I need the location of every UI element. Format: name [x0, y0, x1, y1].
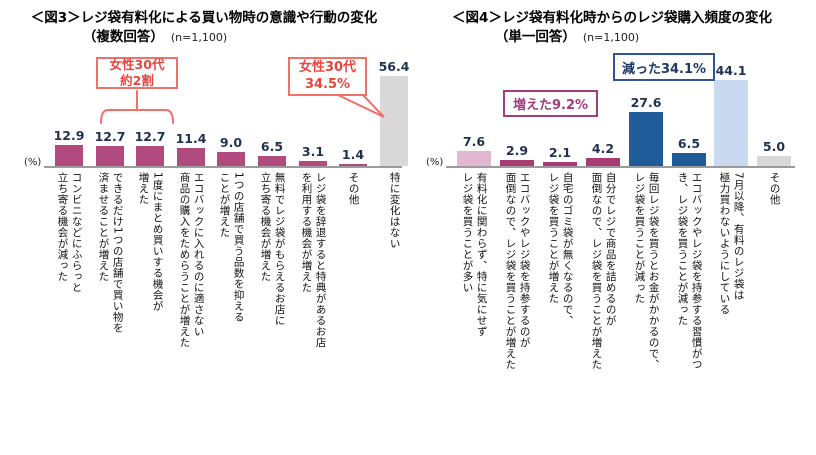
fig4-sample-size: (n=1,100) — [582, 31, 640, 44]
value-label-1: 2.9 — [505, 143, 529, 158]
value-label-7: 5.0 — [762, 139, 786, 154]
fig4-x-axis — [446, 166, 795, 168]
annotation-line: 女性30代 — [109, 57, 165, 73]
fig4-plot-area: 7.6 有料化に関わらず、特に気にせず レジ袋を買うことが多い 2.9 エコバックやレ… — [408, 0, 816, 455]
x-tick-text: レジ袋を辞退すると特典があるお店 を利用する機会が増えた — [300, 172, 327, 348]
value-label-7: 1.4 — [341, 147, 365, 162]
value-label-0: 12.9 — [53, 128, 85, 143]
value-label-5: 6.5 — [260, 139, 284, 154]
bar-4 — [629, 112, 663, 166]
value-label-0: 7.6 — [462, 134, 486, 149]
value-label-6: 3.1 — [301, 144, 325, 159]
x-tick-text: エコバックやレジ袋を持参するのが 面倒なので、レジ袋を買うことが増えた — [504, 172, 531, 370]
bar-7 — [339, 164, 367, 166]
fig3-sample-size: (n=1,100) — [170, 31, 228, 44]
fig4-title: ＜図4＞レジ袋有料化時からのレジ袋購入頻度の変化 — [452, 10, 772, 26]
fig4-panel: ＜図4＞レジ袋有料化時からのレジ袋購入頻度の変化 （単一回答） (n=1,100… — [408, 0, 816, 455]
x-tick-label-7: その他 — [333, 172, 374, 205]
x-tick-label-1: エコバックやレジ袋を持参するのが 面倒なので、レジ袋を買うことが増えた — [496, 172, 539, 370]
x-tick-label-5: 無料でレジ袋がもらえるお店に 立ち寄る機会が増えた — [252, 172, 293, 326]
x-tick-label-6: レジ袋を辞退すると特典があるお店 を利用する機会が増えた — [293, 172, 334, 348]
bar-4 — [217, 152, 245, 166]
x-tick-label-0: コンビニなどにふらっと 立ち寄る機会が減った — [49, 172, 90, 293]
value-label-8: 56.4 — [378, 59, 410, 74]
bar-6 — [299, 161, 327, 166]
x-tick-label-0: 有料化に関わらず、特に気にせず レジ袋を買うことが多い — [453, 172, 496, 337]
bar-2 — [136, 146, 164, 166]
value-label-4: 9.0 — [219, 135, 243, 150]
x-tick-label-3: エコバックに入れるのに適さない 商品の購入をためらうことが増えた — [171, 172, 212, 348]
fig3-panel: ＜図3＞レジ袋有料化による買い物時の意識や行動の変化 （複数回答） (n=1,1… — [0, 10, 410, 348]
x-tick-label-8: 特に変化はない — [374, 172, 415, 249]
bar-8 — [380, 76, 408, 166]
fig4-subtitle-row: （単一回答） (n=1,100) — [408, 25, 726, 45]
x-tick-text: エコバックやレジ袋を持参する習慣がつ き、レジ袋を買うことが減った — [676, 172, 703, 370]
annotation-line: 約2割 — [120, 73, 154, 88]
x-tick-label-2: 1度にまとめ買いする機会が 増えた — [130, 172, 171, 311]
x-tick-label-1: できるだけ1つの店舗で買い物を 済ませることが増えた — [90, 172, 131, 333]
value-label-3: 4.2 — [591, 141, 615, 156]
x-tick-text: 1つの店舗で買う品数を抑える ことが増えた — [218, 172, 245, 323]
bar-3 — [177, 148, 205, 166]
annotation-line: 減った34.1% — [621, 61, 707, 77]
fig3-annotation-female30s-callout: 女性30代 34.5% — [288, 57, 367, 96]
x-tick-text: 特に変化はない — [388, 172, 401, 249]
x-tick-label-4: 1つの店舗で買う品数を抑える ことが増えた — [211, 172, 252, 322]
bar-1 — [500, 160, 534, 166]
fig4-annotation-decreased: 減った34.1% — [613, 53, 715, 81]
bar-0 — [457, 151, 491, 166]
bar-3 — [586, 158, 620, 166]
fig3-unit-label: (%) — [24, 157, 42, 168]
annotation-line: 34.5% — [304, 76, 351, 92]
x-tick-text: エコバックに入れるのに適さない 商品の購入をためらうことが増えた — [178, 172, 205, 348]
x-tick-text: 自宅のゴミ袋が無くなるので、 レジ袋を買うことが増えた — [547, 172, 574, 326]
bar-5 — [672, 153, 706, 166]
x-tick-text: コンビニなどにふらっと 立ち寄る機会が減った — [56, 172, 83, 293]
fig3-annotation-female30s-note: 女性30代 約2割 — [96, 57, 178, 89]
x-tick-text: 毎回レジ袋を買うとお金がかかるので、 レジ袋を買うことが減った — [633, 172, 660, 370]
annotation-line: 女性30代 — [298, 60, 357, 76]
x-tick-label-4: 毎回レジ袋を買うとお金がかかるので、 レジ袋を買うことが減った — [625, 172, 668, 370]
fig4-unit-label: (%) — [426, 157, 444, 168]
bar-1 — [96, 146, 124, 166]
x-tick-text: 無料でレジ袋がもらえるお店に 立ち寄る機会が増えた — [259, 172, 286, 326]
fig3-plot-area: 12.9 コンビニなどにふらっと 立ち寄る機会が減った 12.7 できるだけ1つの店舗… — [49, 59, 410, 348]
fig3-subtitle-row: （複数回答） (n=1,100) — [0, 25, 310, 45]
annotation-line: 増えた9.2% — [512, 98, 589, 113]
fig3-x-axis — [44, 166, 402, 168]
bar-7 — [757, 156, 791, 166]
bar-0 — [55, 145, 83, 166]
bar-2 — [543, 162, 577, 166]
x-tick-text: 1度にまとめ買いする機会が 増えた — [137, 172, 164, 312]
x-tick-text: その他 — [768, 172, 781, 205]
bar-5 — [258, 156, 286, 166]
x-tick-text: できるだけ1つの店舗で買い物を 済ませることが増えた — [97, 172, 124, 334]
x-tick-text: その他 — [347, 172, 360, 205]
value-label-1: 12.7 — [94, 129, 126, 144]
bar-6 — [714, 80, 748, 166]
value-label-5: 6.5 — [677, 136, 701, 151]
x-tick-label-7: その他 — [753, 172, 796, 205]
value-label-2: 2.1 — [548, 145, 572, 160]
x-tick-text: 有料化に関わらず、特に気にせず レジ袋を買うことが多い — [461, 172, 488, 337]
fig4-subtitle: （単一回答） — [494, 29, 576, 45]
value-label-2: 12.7 — [134, 129, 166, 144]
fig4-annotation-increased: 増えた9.2% — [503, 90, 598, 117]
x-tick-label-2: 自宅のゴミ袋が無くなるので、 レジ袋を買うことが増えた — [539, 172, 582, 326]
fig3-subtitle: （複数回答） — [82, 29, 164, 45]
value-label-3: 11.4 — [175, 131, 207, 146]
x-tick-label-3: 自分でレジで商品を詰めるのが 面倒なので、レジ袋を買うことが増えた — [582, 172, 625, 370]
value-label-6: 44.1 — [715, 63, 747, 78]
fig3-title: ＜図3＞レジ袋有料化による買い物時の意識や行動の変化 — [30, 10, 378, 26]
x-tick-text: 7月以降、有料のレジ袋は 極力買わないようにしている — [718, 172, 745, 315]
value-label-4: 27.6 — [630, 95, 662, 110]
x-tick-text: 自分でレジで商品を詰めるのが 面倒なので、レジ袋を買うことが増えた — [590, 172, 617, 370]
x-tick-label-5: エコバックやレジ袋を持参する習慣がつ き、レジ袋を買うことが減った — [668, 172, 711, 370]
x-tick-label-6: 7月以降、有料のレジ袋は 極力買わないようにしている — [710, 172, 753, 315]
